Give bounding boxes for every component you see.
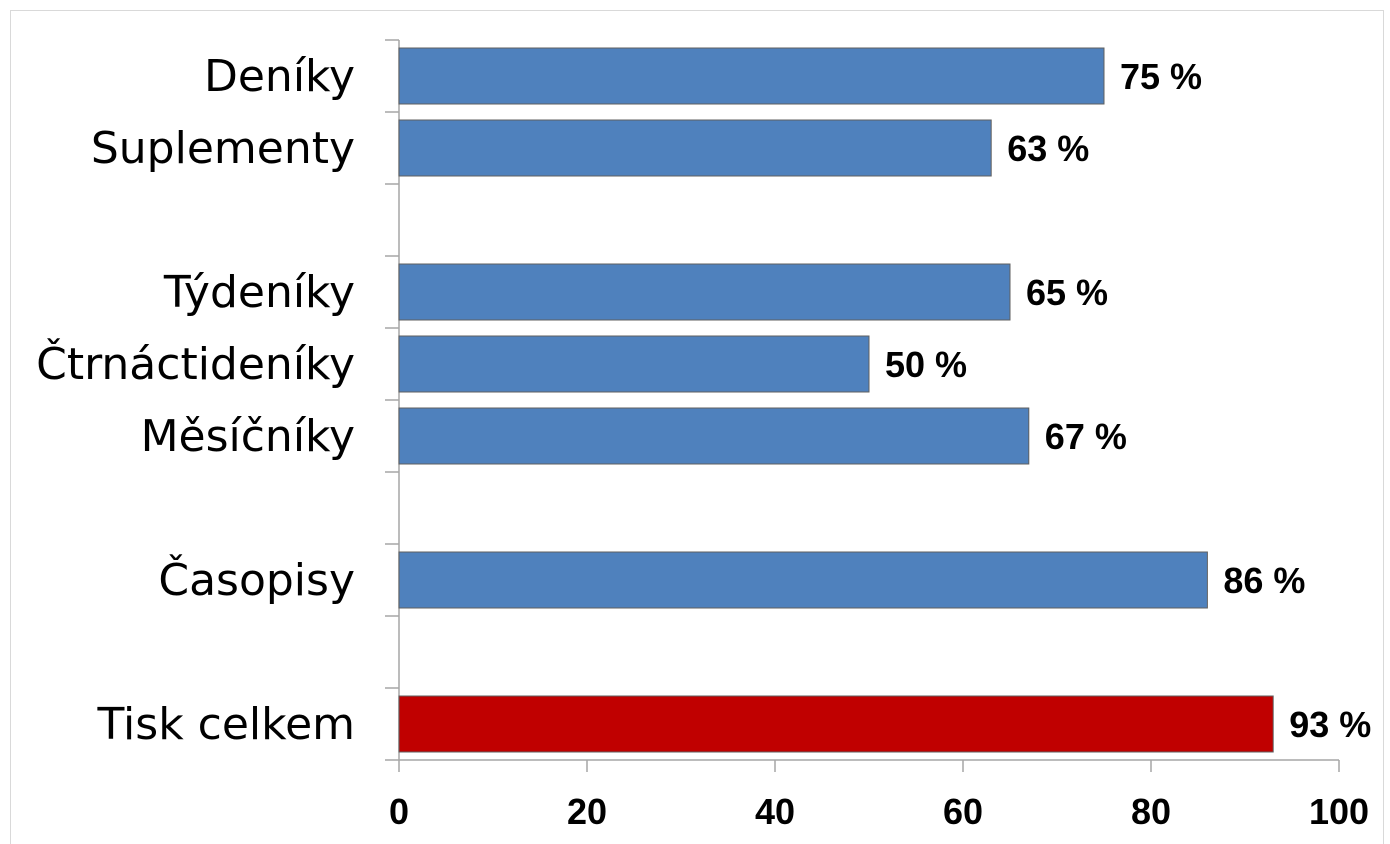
data-labels: 75 % 63 % 65 % 50 % 67 % 86 % 93 % [885, 56, 1371, 745]
category-label-tisk-celkem: Tisk celkem [97, 699, 355, 750]
x-tick-label-100: 100 [1309, 791, 1369, 832]
bars [398, 47, 1274, 753]
category-label-týdeníky: Týdeníky [163, 267, 355, 318]
x-tick-label-80: 80 [1131, 791, 1171, 832]
data-label-tisk-celkem: 93 % [1289, 704, 1371, 745]
category-label-suplementy: Suplementy [91, 123, 355, 174]
bar-měsíčníky [398, 407, 1030, 465]
data-label-týdeníky: 65 % [1026, 272, 1108, 313]
bar-tisk-celkem [398, 695, 1274, 753]
category-label-časopisy: Časopisy [158, 553, 355, 606]
data-label-měsíčníky: 67 % [1045, 416, 1127, 457]
x-tick-labels: 0 20 40 60 80 100 [389, 791, 1369, 832]
data-label-deníky: 75 % [1120, 56, 1202, 97]
bar-týdeníky [398, 263, 1011, 321]
bar-časopisy [398, 551, 1208, 609]
x-tick-label-40: 40 [755, 791, 795, 832]
chart-frame [10, 10, 1384, 844]
category-label-čtrnáctideníky: Čtrnáctideníky [36, 337, 355, 390]
x-tick-label-60: 60 [943, 791, 983, 832]
data-label-časopisy: 86 % [1223, 560, 1305, 601]
x-tick-label-0: 0 [389, 791, 409, 832]
category-label-měsíčníky: Měsíčníky [141, 411, 355, 462]
bar-čtrnáctideníky [398, 335, 870, 393]
data-label-čtrnáctideníky: 50 % [885, 344, 967, 385]
bar-deníky [398, 47, 1105, 105]
category-labels: Deníky Suplementy Týdeníky Čtrnáctideníky Mě… [36, 51, 355, 750]
data-label-suplementy: 63 % [1007, 128, 1089, 169]
category-label-deníky: Deníky [204, 51, 355, 102]
bar-suplementy [398, 119, 992, 177]
x-tick-label-20: 20 [567, 791, 607, 832]
